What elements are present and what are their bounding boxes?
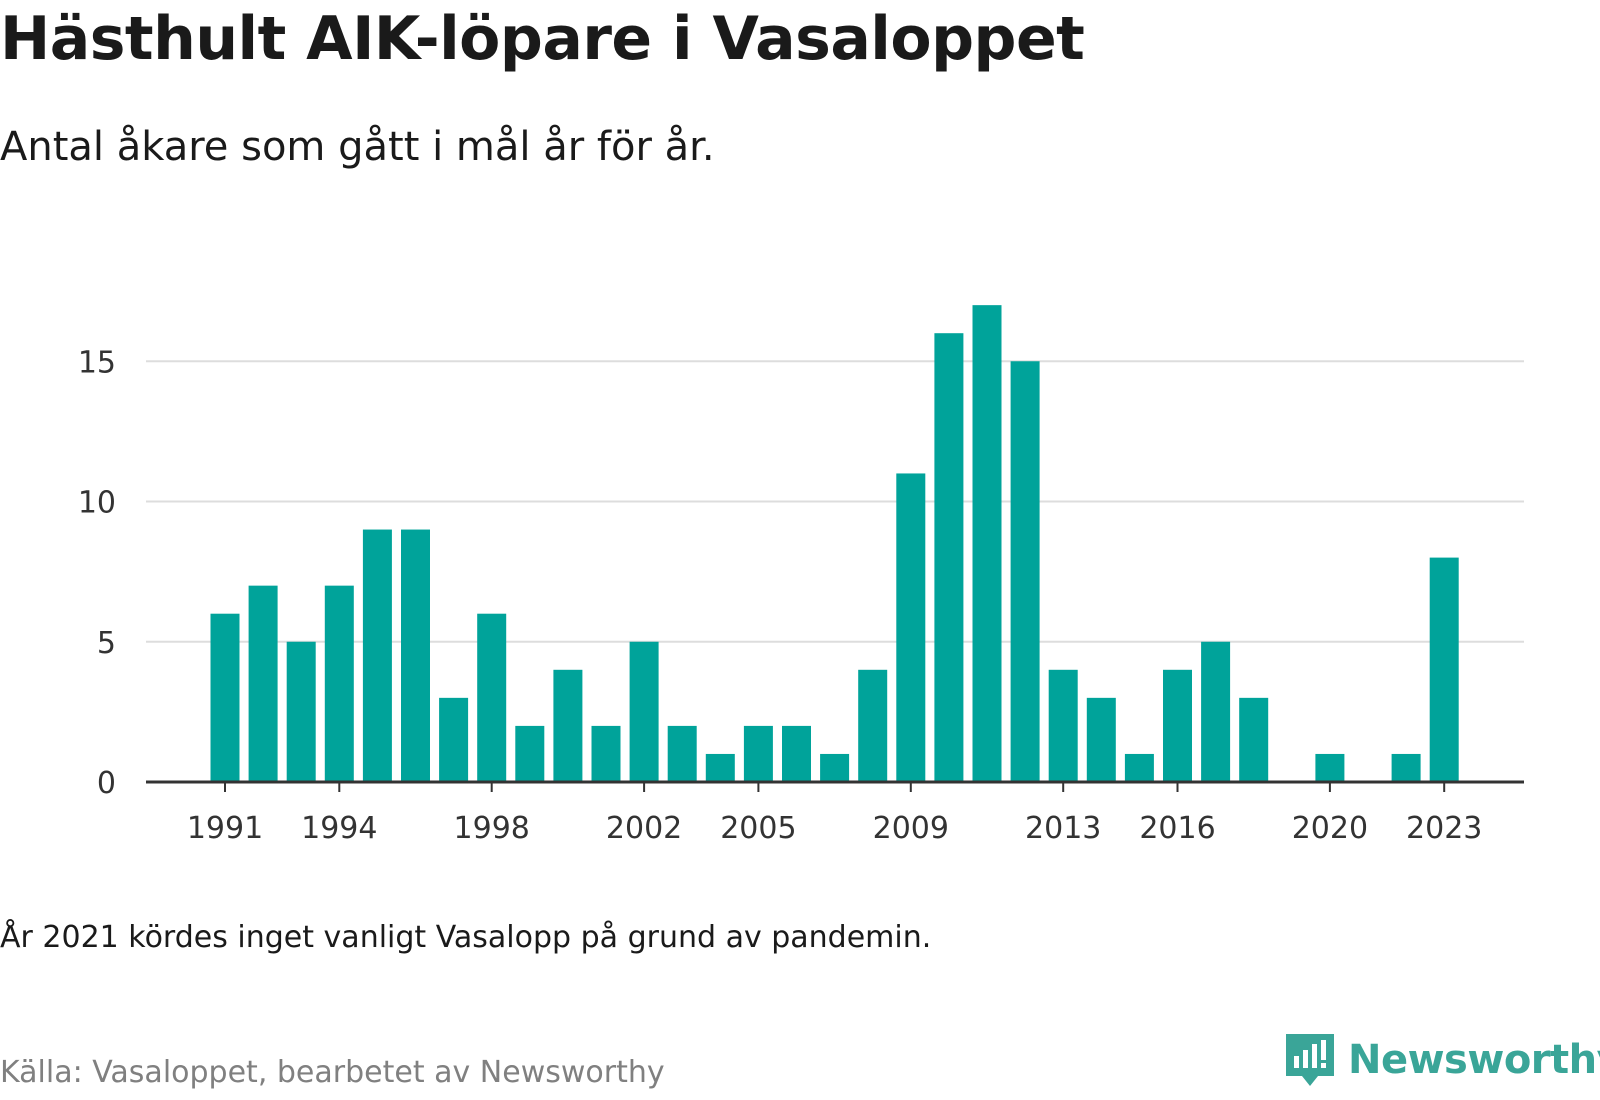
- bar-2017: [1201, 641, 1231, 782]
- bar-1998: [477, 613, 507, 782]
- bar-2023: [1429, 557, 1459, 782]
- bar-1999: [515, 725, 545, 782]
- bar-2002: [629, 641, 659, 782]
- x-tick-label: 2002: [606, 811, 682, 846]
- bar-2011: [972, 305, 1002, 782]
- bar-2006: [782, 725, 811, 782]
- bar-2004: [705, 753, 735, 782]
- bars: [210, 305, 1459, 782]
- x-tick-label: 2023: [1406, 811, 1482, 846]
- bar-chart: 0 5 10 15 1991 1994 1998 2002 2005 2009 2013 2016 2…: [78, 305, 1524, 846]
- bar-1992: [248, 585, 278, 782]
- bar-2022: [1391, 753, 1421, 782]
- bar-1991: [210, 613, 240, 782]
- bar-2005: [743, 725, 773, 782]
- bar-2015: [1124, 753, 1154, 782]
- chart-title: Hästhult AIK-löpare i Vasaloppet: [0, 4, 1085, 74]
- bar-2020: [1315, 753, 1345, 782]
- bar-2009: [896, 473, 926, 782]
- y-tick-label: 10: [78, 486, 116, 521]
- x-tick-label: 1991: [187, 811, 263, 846]
- bar-2007: [820, 753, 850, 782]
- bar-2014: [1086, 697, 1116, 782]
- y-tick-label: 15: [78, 345, 116, 380]
- bar-2003: [667, 725, 697, 782]
- y-tick-label: 0: [97, 766, 116, 801]
- newsworthy-logo-icon: [1286, 1034, 1334, 1086]
- bar-1997: [439, 697, 469, 782]
- logo-text: Newsworthy: [1348, 1037, 1600, 1083]
- y-tick-label: 5: [97, 626, 116, 661]
- x-tick-label: 2020: [1292, 811, 1368, 846]
- bar-1994: [324, 585, 354, 782]
- bar-1995: [362, 529, 392, 782]
- newsworthy-logo[interactable]: Newsworthy: [1284, 1030, 1600, 1090]
- x-tick-label: 1994: [301, 811, 377, 846]
- x-tick-label: 2013: [1025, 811, 1101, 846]
- source-text: Källa: Vasaloppet, bearbetet av Newswort…: [0, 1055, 665, 1090]
- x-tick-label: 2016: [1139, 811, 1215, 846]
- x-axis-ticks: 1991 1994 1998 2002 2005 2009 2013 2016 2020 2023: [187, 782, 1482, 846]
- bar-2012: [1010, 361, 1040, 782]
- bar-1993: [286, 641, 316, 782]
- x-tick-label: 2005: [720, 811, 796, 846]
- chart-subtitle: Antal åkare som gått i mål år för år.: [0, 124, 715, 170]
- bar-1996: [401, 529, 430, 782]
- bar-2010: [934, 333, 964, 782]
- bar-2013: [1048, 669, 1078, 782]
- x-tick-label: 1998: [454, 811, 530, 846]
- bar-2016: [1163, 669, 1192, 782]
- x-tick-label: 2009: [873, 811, 949, 846]
- bar-2018: [1239, 697, 1269, 782]
- bar-2001: [591, 725, 621, 782]
- y-axis-ticks: 0 5 10 15: [78, 345, 116, 801]
- bar-2008: [858, 669, 888, 782]
- bar-2000: [553, 669, 583, 782]
- chart-note: År 2021 kördes inget vanligt Vasalopp på…: [0, 920, 932, 955]
